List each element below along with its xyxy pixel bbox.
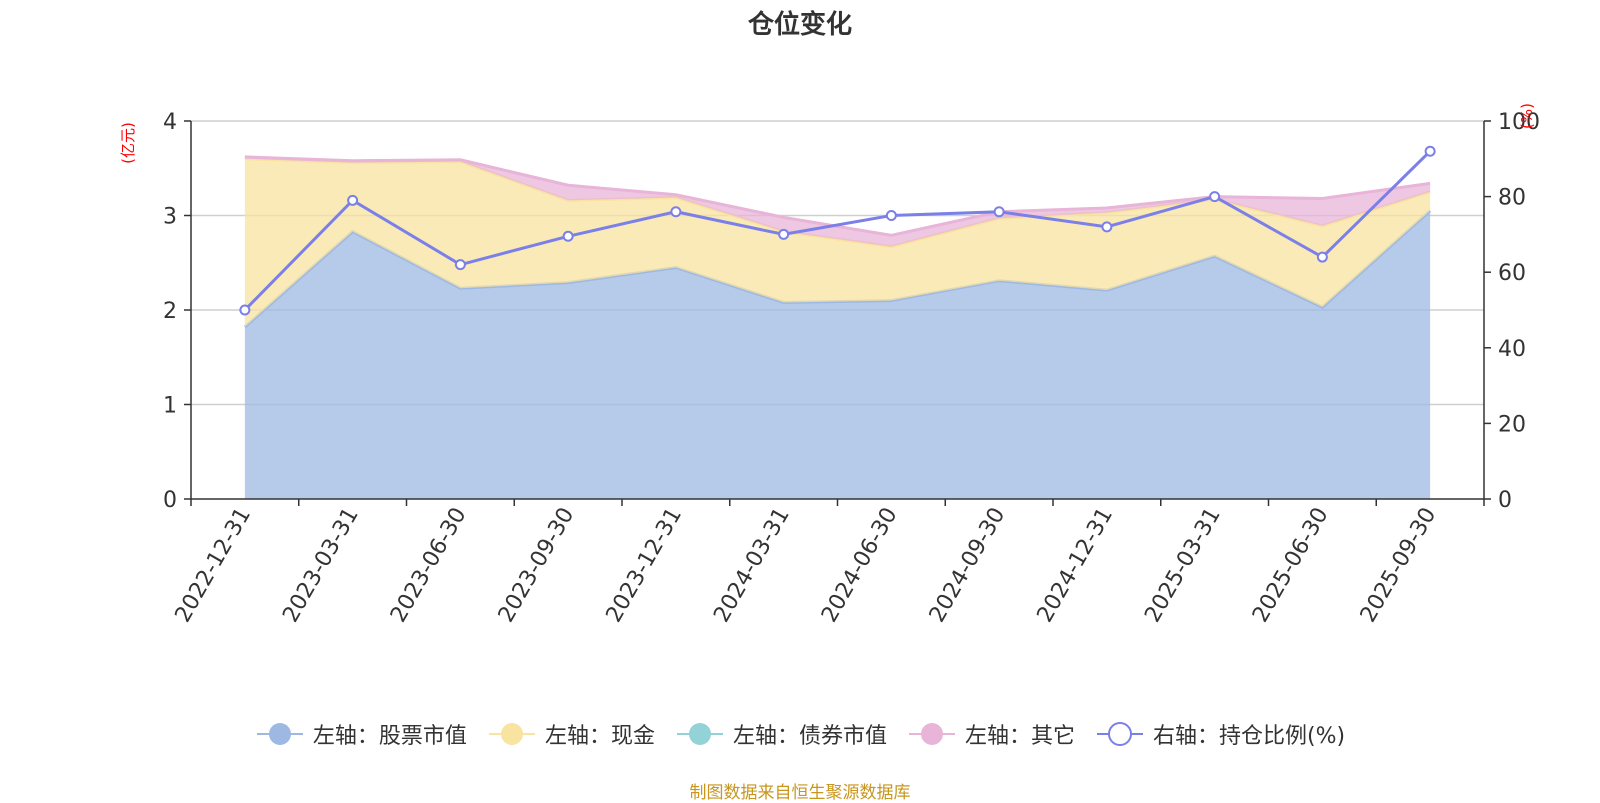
- x-tick-label: 2025-03-31: [1140, 504, 1226, 627]
- left-tick-label: 1: [163, 394, 177, 419]
- right-tick-label: 80: [1498, 186, 1526, 211]
- x-tick-label: 2024-12-31: [1032, 504, 1118, 627]
- ratio-line-layer: [239, 145, 1436, 316]
- x-tick-label: 2025-06-30: [1248, 504, 1334, 627]
- ratio-point: [562, 230, 574, 242]
- left-tick-label: 0: [163, 488, 177, 513]
- ratio-point: [1101, 221, 1113, 233]
- right-axis-label: (%): [1518, 103, 1536, 129]
- legend-marker-icon: [676, 723, 723, 745]
- x-tick-label: 2022-12-31: [170, 504, 256, 627]
- ratio-point: [778, 228, 790, 240]
- x-tick-label: 2023-09-30: [494, 504, 580, 627]
- right-tick-label: 100: [1498, 110, 1540, 135]
- x-tick-label: 2025-09-30: [1356, 504, 1442, 627]
- stacked-areas: [243, 155, 1432, 499]
- x-tick-label: 2024-03-31: [709, 504, 795, 627]
- area-左轴：现金: [244, 158, 1431, 328]
- ratio-point: [1316, 251, 1328, 263]
- ratio-point: [454, 259, 466, 271]
- ratio-point: [993, 206, 1005, 218]
- ratio-point: [239, 304, 251, 316]
- legend-item[interactable]: 左轴：其它: [907, 718, 1075, 750]
- x-tick-label: 2024-06-30: [817, 504, 903, 627]
- ratio-point: [670, 206, 682, 218]
- legend-item[interactable]: 左轴：现金: [487, 718, 655, 750]
- left-tick-label: 2: [163, 299, 177, 324]
- ratio-point: [1424, 145, 1436, 157]
- x-tick-label: 2023-12-31: [601, 504, 687, 627]
- legend-marker-icon: [256, 723, 303, 745]
- legend-item[interactable]: 左轴：股票市值: [255, 718, 467, 750]
- left-tick-label: 4: [163, 110, 177, 135]
- legend-marker-icon: [488, 723, 535, 745]
- x-tick-label: 2024-09-30: [925, 504, 1011, 627]
- legend-label: 左轴：现金: [544, 724, 655, 749]
- ratio-point: [885, 210, 897, 221]
- legend-label: 左轴：其它: [964, 724, 1075, 749]
- source-note: 制图数据来自恒生聚源数据库: [689, 783, 911, 803]
- ratio-point: [1209, 191, 1221, 203]
- legend-marker-icon: [908, 723, 955, 745]
- legend-label: 右轴：持仓比例(%): [1152, 724, 1346, 749]
- x-tick-label: 2023-06-30: [386, 504, 472, 627]
- ratio-point: [347, 194, 359, 206]
- left-tick-label: 3: [163, 205, 177, 230]
- x-tick-label: 2023-03-31: [278, 504, 364, 627]
- right-tick-label: 60: [1498, 261, 1526, 286]
- ratio-line: [243, 150, 1432, 312]
- left-axis-label: (亿元): [119, 122, 137, 164]
- right-tick-label: 20: [1498, 412, 1526, 437]
- legend: 左轴：股票市值 左轴：现金 左轴：债券市值 左轴：其它 右轴：持仓比例(%): [0, 718, 1600, 750]
- legend-item[interactable]: 右轴：持仓比例(%): [1095, 718, 1345, 750]
- right-tick-label: 40: [1498, 337, 1526, 362]
- right-tick-label: 0: [1498, 488, 1512, 513]
- legend-label: 左轴：股票市值: [312, 724, 467, 749]
- legend-item[interactable]: 左轴：债券市值: [675, 718, 887, 750]
- chart-title: 仓位变化: [747, 10, 852, 40]
- legend-marker-icon: [1096, 722, 1143, 746]
- legend-label: 左轴：债券市值: [732, 724, 887, 749]
